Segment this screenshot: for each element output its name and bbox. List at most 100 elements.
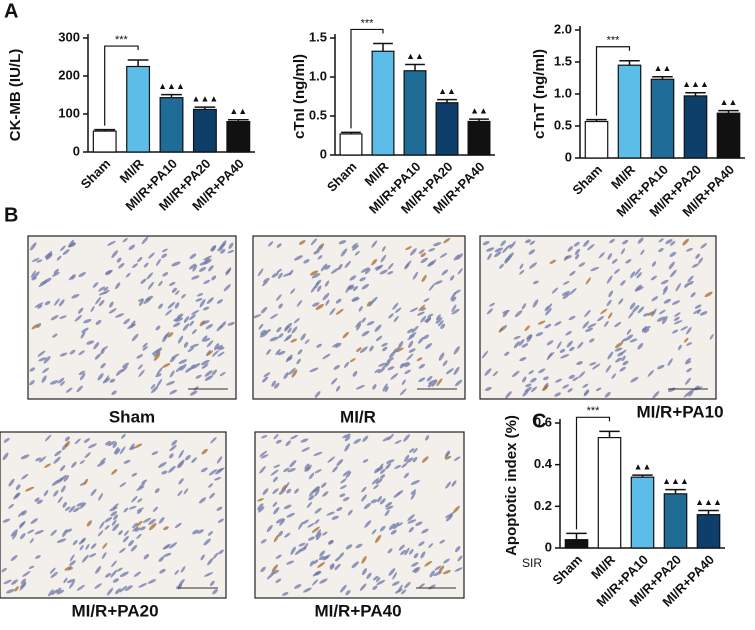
nucleus xyxy=(507,252,514,259)
nucleus xyxy=(115,282,121,290)
nucleus xyxy=(217,518,224,523)
nucleus xyxy=(453,366,460,376)
significance-label: *** xyxy=(115,34,129,46)
nucleus xyxy=(98,291,107,296)
nucleus xyxy=(559,348,566,353)
nucleus xyxy=(49,380,59,385)
nucleus xyxy=(302,519,309,525)
nucleus xyxy=(277,350,286,356)
nucleus xyxy=(48,589,54,597)
nucleus xyxy=(683,390,692,398)
nucleus xyxy=(384,509,390,517)
nucleus xyxy=(322,353,331,360)
nucleus xyxy=(128,505,137,510)
nucleus xyxy=(611,373,617,379)
nucleus xyxy=(134,527,141,532)
micrograph-caption: Sham xyxy=(109,407,155,426)
nucleus xyxy=(130,443,135,450)
nucleus xyxy=(136,533,142,540)
nucleus xyxy=(373,484,379,490)
nucleus xyxy=(565,330,572,336)
nucleus xyxy=(209,492,216,499)
nucleus xyxy=(322,531,328,536)
nucleus xyxy=(169,389,178,395)
nucleus xyxy=(674,312,681,317)
nucleus xyxy=(147,579,157,584)
nucleus xyxy=(269,313,279,320)
nucleus xyxy=(268,241,274,247)
nucleus xyxy=(260,566,266,573)
nucleus xyxy=(397,584,403,593)
nucleus xyxy=(411,325,419,333)
nucleus xyxy=(36,323,42,328)
nucleus xyxy=(83,438,91,443)
nucleus xyxy=(604,391,611,398)
nucleus xyxy=(41,375,47,383)
nucleus xyxy=(257,498,264,502)
nucleus xyxy=(405,246,412,251)
nucleus xyxy=(86,520,92,527)
nucleus xyxy=(421,274,427,283)
nucleus xyxy=(379,525,386,532)
nucleus xyxy=(133,443,143,449)
nucleus xyxy=(629,302,636,310)
nucleus xyxy=(401,462,408,468)
nucleus xyxy=(138,583,148,588)
nucleus xyxy=(110,569,118,578)
nucleus xyxy=(171,261,181,267)
nucleus xyxy=(319,550,326,557)
nucleus xyxy=(51,589,58,596)
nucleus xyxy=(203,279,211,285)
nucleus xyxy=(442,360,448,367)
nucleus xyxy=(314,391,321,398)
nucleus xyxy=(494,247,504,253)
y-tick-label: 1.0 xyxy=(309,68,327,83)
nucleus xyxy=(320,263,328,272)
nucleus xyxy=(158,280,163,287)
nucleus xyxy=(562,384,570,389)
nucleus xyxy=(643,313,650,317)
nucleus xyxy=(165,309,173,316)
nucleus xyxy=(404,369,411,375)
nucleus xyxy=(93,342,100,350)
nucleus xyxy=(614,268,620,274)
nucleus xyxy=(206,297,214,304)
error-bar xyxy=(685,91,706,96)
nucleus xyxy=(344,260,351,269)
nucleus xyxy=(64,436,70,442)
nucleus xyxy=(132,263,138,269)
nucleus xyxy=(300,438,309,443)
nucleus xyxy=(335,385,341,392)
nucleus xyxy=(665,239,673,244)
nucleus xyxy=(8,478,15,487)
nucleus xyxy=(509,241,516,249)
nucleus xyxy=(409,548,414,555)
nucleus xyxy=(59,315,67,319)
nucleus xyxy=(44,300,51,306)
nucleus xyxy=(131,472,138,477)
nucleus xyxy=(319,578,328,584)
nucleus xyxy=(276,294,282,301)
nucleus xyxy=(502,311,509,318)
nucleus xyxy=(60,381,65,386)
nucleus xyxy=(486,247,495,252)
nucleus xyxy=(614,347,623,352)
nucleus xyxy=(630,271,636,279)
nucleus xyxy=(704,291,713,298)
nucleus xyxy=(404,263,410,270)
nucleus xyxy=(615,357,622,363)
nucleus xyxy=(597,316,604,322)
nucleus xyxy=(486,308,494,315)
nucleus xyxy=(298,521,304,530)
nucleus xyxy=(575,254,580,260)
nucleus xyxy=(387,433,394,441)
nucleus xyxy=(304,339,310,344)
nucleus xyxy=(454,567,463,572)
nucleus xyxy=(173,316,182,322)
nucleus xyxy=(306,502,313,508)
nucleus xyxy=(358,306,363,312)
nucleus xyxy=(657,364,665,370)
nucleus xyxy=(140,278,147,284)
nucleus xyxy=(195,298,203,302)
nucleus xyxy=(146,272,154,280)
